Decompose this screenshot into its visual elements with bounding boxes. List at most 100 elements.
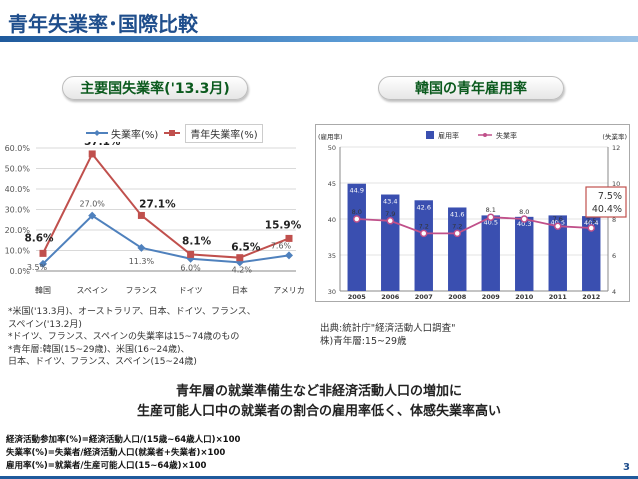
bar-value-label: 41.6 <box>450 210 464 218</box>
point-unemployment <box>386 217 394 225</box>
right-y-tick-label: 4 <box>612 288 616 296</box>
point-unemployment <box>487 213 495 221</box>
y-tick-label: 60.0% <box>5 144 31 153</box>
legend-item-youth: 青年失業率(%) <box>164 123 263 143</box>
y-tick-label: 30.0% <box>5 206 31 215</box>
bar-employment <box>548 215 567 291</box>
point-total <box>285 251 293 260</box>
x-tick-label: スペイン <box>76 286 107 295</box>
bar-employment <box>381 194 400 291</box>
data-label-total: 4.2% <box>232 265 253 274</box>
source-line: 株)青年層:15~29歳 <box>320 336 407 347</box>
data-label-total: 11.3% <box>129 257 155 266</box>
unemployment-value-label: 7.5 <box>586 217 596 225</box>
point-total <box>137 243 146 252</box>
unemployment-value-label: 8.0 <box>352 208 362 216</box>
x-tick-label: アメリカ <box>273 286 305 295</box>
x-tick-label: ドイツ <box>179 286 203 295</box>
legend-youth-label: 青年失業率(%) <box>185 123 263 143</box>
bar-employment <box>515 216 534 291</box>
point-youth <box>285 234 293 242</box>
callout-employment-value: 40.4% <box>592 204 622 215</box>
note-line: *米国('13.3月)、オーストラリア、日本、ドイツ、フランス、 <box>8 307 256 317</box>
bar-value-label: 42.6 <box>417 203 431 211</box>
left-y-tick-label: 40 <box>328 216 336 224</box>
source-line: 出典:統計庁"経済活動人口調査" <box>320 323 456 334</box>
point-unemployment <box>420 229 428 238</box>
data-label-total: 3.5% <box>27 263 48 272</box>
right-y-tick-label: 8 <box>612 216 616 224</box>
right-y-tick-label: 12 <box>612 144 620 152</box>
x-tick-label: 2007 <box>415 293 433 301</box>
point-unemployment <box>520 215 528 223</box>
data-label-youth: 8.6% <box>24 232 54 244</box>
bar-employment <box>414 200 433 291</box>
definitions: 経済活動参加率(%)=経済活動人口/(15歳~64歳人口)×100 失業率(%)… <box>6 434 240 473</box>
bar-employment <box>481 215 500 291</box>
data-label-youth: 27.1% <box>139 198 176 210</box>
point-total <box>39 259 47 268</box>
point-unemployment <box>554 222 562 230</box>
series-line-unemployment <box>356 216 592 235</box>
right-section-title: 韓国の青年雇用率 <box>378 76 564 100</box>
legend-unemployment-label: 失業率 <box>496 131 517 140</box>
unemployment-value-label: 7.2 <box>452 222 462 230</box>
x-tick-label: 2005 <box>348 293 367 301</box>
bar-value-label: 43.4 <box>383 198 397 206</box>
data-label-youth: 15.9% <box>265 219 302 231</box>
data-label-total: 27.0% <box>79 200 105 209</box>
right-y-tick-label: 6 <box>612 252 616 260</box>
point-youth <box>39 249 47 257</box>
legend-total-label: 失業率(%) <box>111 129 159 141</box>
bar-value-label: 40.4 <box>584 219 598 227</box>
legend-unemployment-marker <box>483 133 487 137</box>
right-y-tick-label: 10 <box>612 180 620 188</box>
y-tick-label: 40.0% <box>5 185 31 194</box>
legend-youth-line-icon <box>164 130 181 136</box>
legend-item-total: 失業率(%) <box>86 126 158 141</box>
note-line: *ドイツ、フランス、スペインの失業率は15~74歳のもの <box>8 332 240 343</box>
left-notes: *米国('13.3月)、オーストラリア、日本、ドイツ、フランス、 スペイン('1… <box>8 306 314 369</box>
x-tick-label: 2006 <box>381 293 400 301</box>
source-note: 出典:統計庁"経済活動人口調査" 株)青年層:15~29歳 <box>320 322 455 348</box>
x-tick-label: 日本 <box>232 285 248 295</box>
right-axis-title: (失業率) <box>602 132 627 141</box>
bar-employment <box>347 183 366 291</box>
x-tick-label: 2012 <box>582 293 600 301</box>
definition-line: 失業率(%)=失業者/経済活動人口(就業者+失業者)×100 <box>6 448 226 458</box>
korea-chart-frame: 雇用率 失業率 (雇用率) (失業率) 30 35 40 45 50 4 6 8 10 12 44.9 43.… <box>315 124 630 302</box>
series-line-total <box>42 214 290 265</box>
series-line-youth <box>42 152 290 259</box>
bottom-bar <box>0 476 638 479</box>
note-line: 日本、ドイツ、フランス、スペイン(15~24歳) <box>8 357 197 368</box>
unemployment-value-label: 7.6 <box>553 215 563 223</box>
data-label-total: 7.6% <box>271 241 292 250</box>
y-tick-label: 0.0% <box>10 267 31 276</box>
slide-title: 青年失業率･国際比較 <box>8 12 198 36</box>
data-label-youth: 6.5% <box>231 242 261 254</box>
point-youth <box>187 250 195 258</box>
legend-employment-icon <box>426 131 434 139</box>
left-y-tick-label: 45 <box>328 180 336 188</box>
x-tick-label: 2011 <box>549 293 568 301</box>
left-y-tick-label: 50 <box>328 144 336 152</box>
point-unemployment <box>453 229 461 238</box>
unemployment-value-label: 7.2 <box>419 222 429 230</box>
unemployment-value-label: 8.1 <box>486 206 496 214</box>
left-y-tick-label: 30 <box>328 288 336 296</box>
unemployment-value-label: 7.9 <box>385 210 395 218</box>
definition-line: 経済活動参加率(%)=経済活動人口/(15歳~64歳人口)×100 <box>6 435 241 445</box>
legend-employment-label: 雇用率 <box>438 131 459 140</box>
left-chart-legend: 失業率(%) 青年失業率(%) <box>80 123 272 143</box>
summary-line-2: 生産可能人口中の就業者の割合の雇用率低く、体感失業率高い <box>136 404 501 419</box>
x-tick-label: 韓国 <box>35 285 51 295</box>
note-line: スペイン('13.2月) <box>8 319 82 330</box>
point-youth <box>236 254 244 262</box>
unemployment-line-chart: 0.0% 10.0% 20.0% 30.0% 40.0% 50.0% 60.0% 韓国 スペイン… <box>5 136 305 295</box>
title-bar <box>0 36 638 42</box>
callout-box <box>585 186 627 218</box>
definition-line: 雇用率(%)=就業者/生産可能人口(15~64歳)×100 <box>6 461 207 471</box>
x-tick-label: 2010 <box>515 293 534 301</box>
bar-value-label: 40.5 <box>484 218 498 226</box>
data-label-total: 6.0% <box>180 264 201 273</box>
